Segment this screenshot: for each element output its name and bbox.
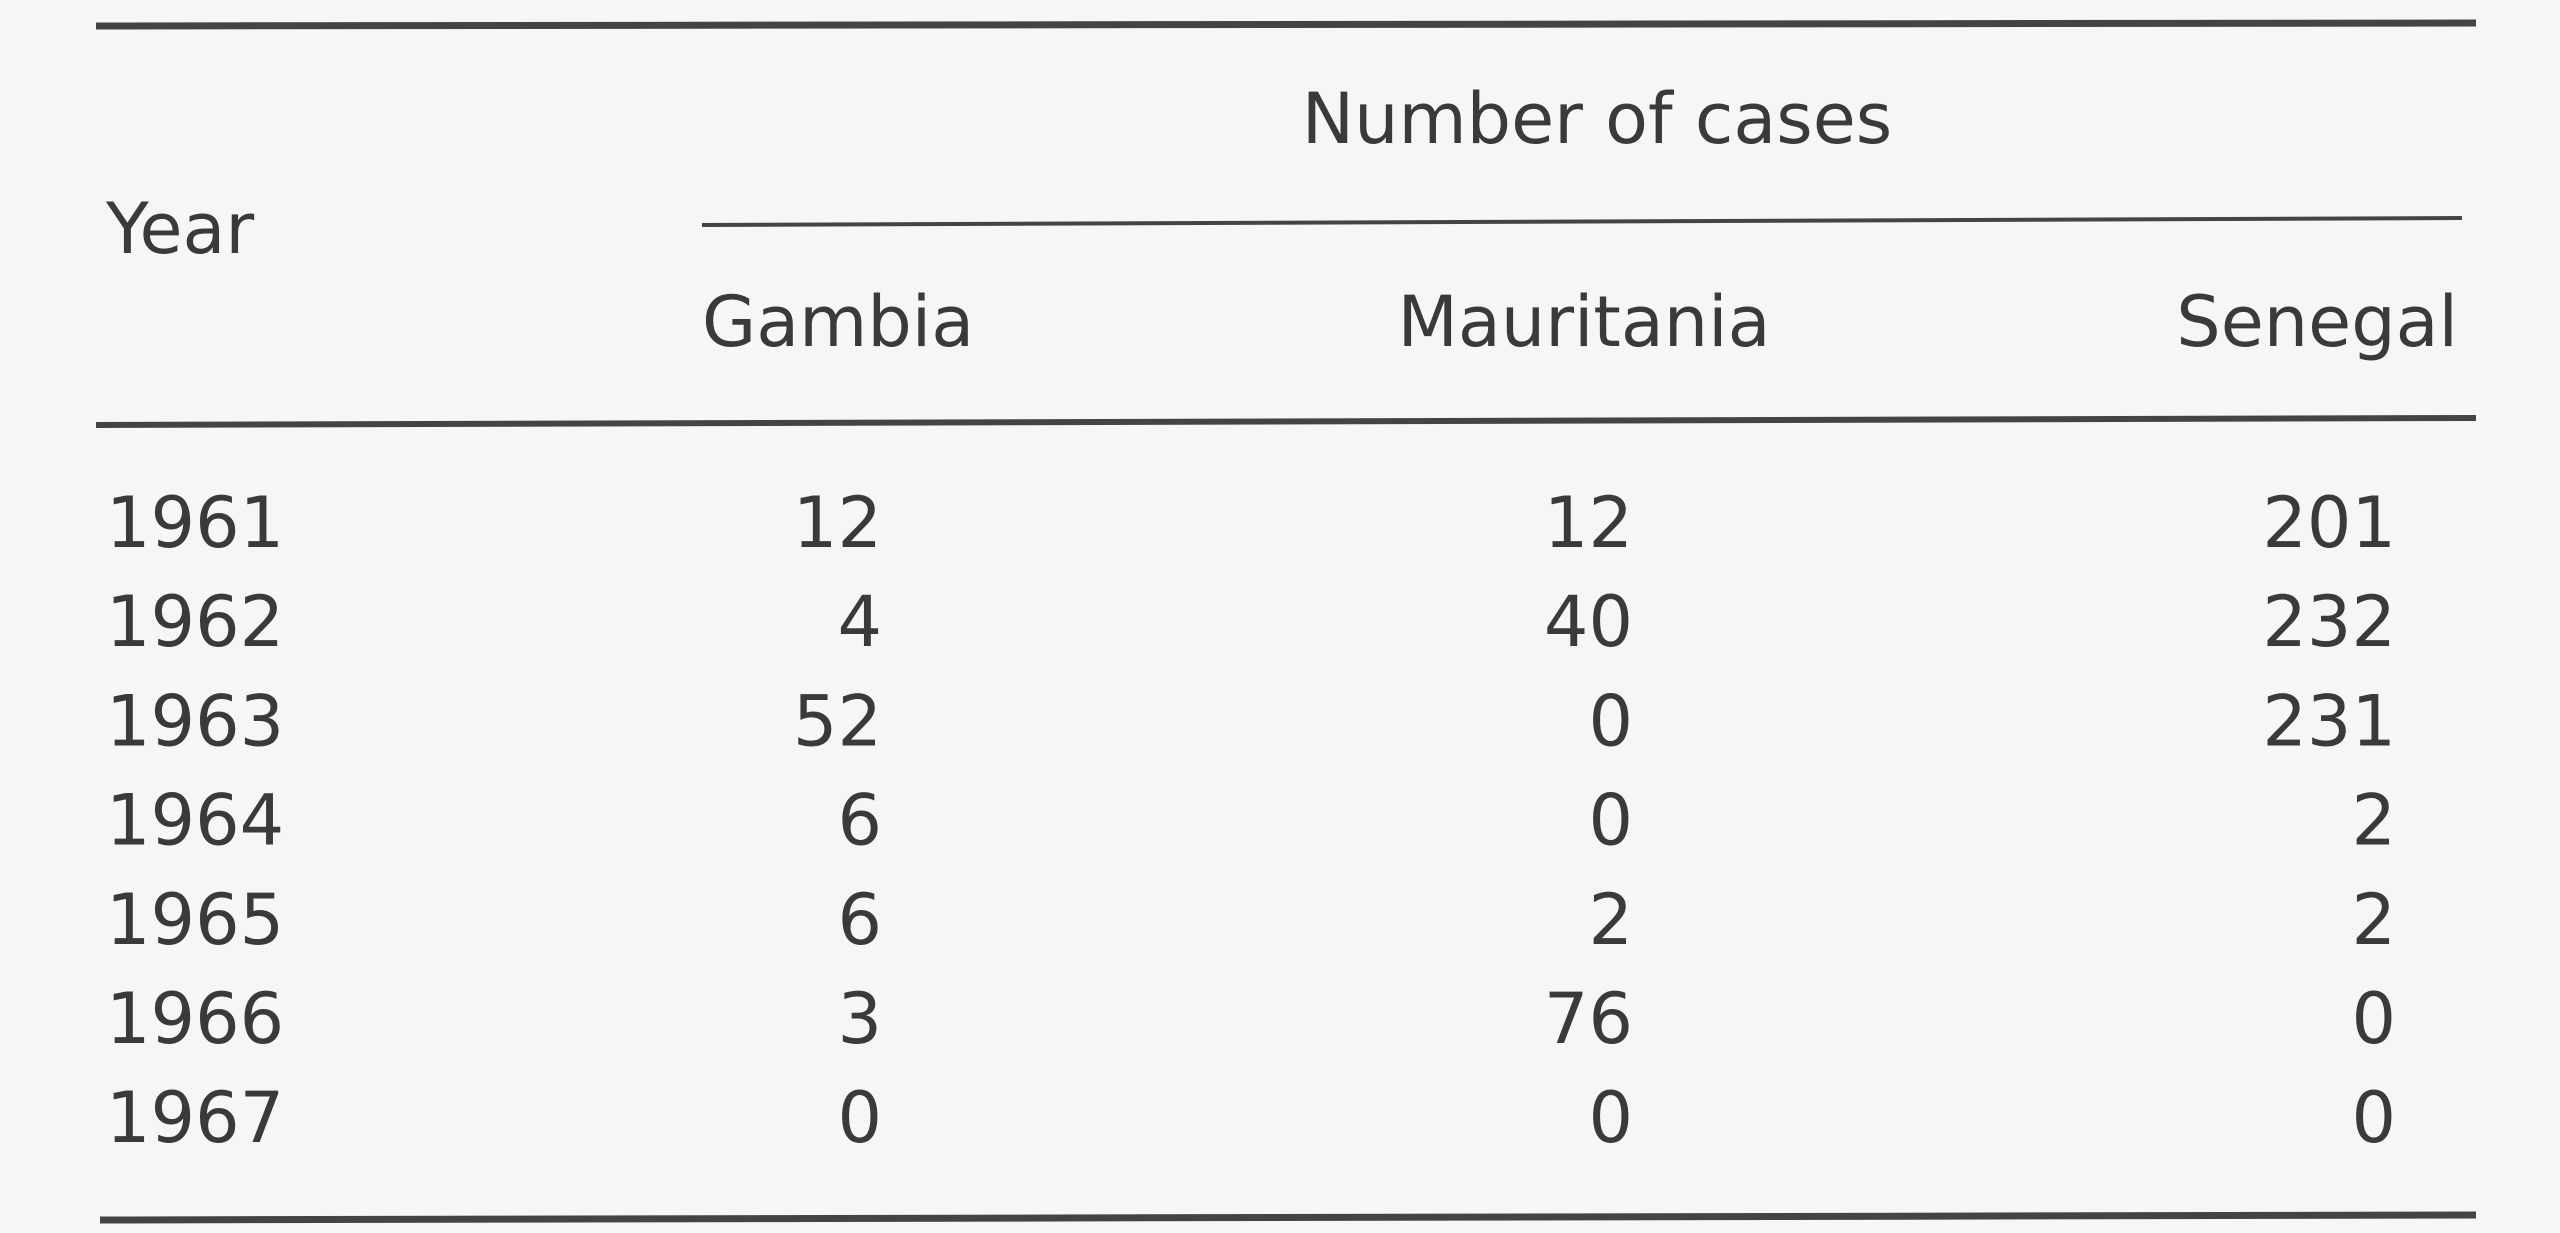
count-cell: 3 [837,978,882,1060]
count-cell: 2 [2351,879,2396,961]
group-header: Number of cases [1302,78,1893,160]
group-rule [701,216,2463,227]
count-cell: 232 [2262,581,2396,663]
count-cell: 12 [1544,482,1633,564]
top-rule [95,19,2477,30]
header-rule [95,415,2477,428]
year-cell: 1963 [106,680,284,762]
year-cell: 1966 [106,978,284,1060]
column-header: Gambia [702,281,974,363]
count-cell: 6 [837,780,882,862]
count-cell: 40 [1544,581,1633,663]
count-cell: 0 [837,1077,882,1159]
count-cell: 12 [793,482,882,564]
count-cell: 0 [2351,1077,2396,1159]
count-cell: 6 [837,879,882,961]
count-cell: 0 [1588,1077,1633,1159]
column-header: Mauritania [1398,281,1771,363]
year-cell: 1967 [106,1077,284,1159]
count-cell: 231 [2262,680,2396,762]
year-cell: 1961 [106,482,284,564]
year-header: Year [105,188,254,270]
count-cell: 76 [1544,978,1633,1060]
count-cell: 2 [1588,879,1633,961]
column-header: Senegal [2176,281,2458,363]
count-cell: 2 [2351,780,2396,862]
count-cell: 0 [1588,780,1633,862]
count-cell: 0 [1588,680,1633,762]
year-cell: 1965 [106,879,284,961]
count-cell: 0 [2351,978,2396,1060]
bottom-rule [99,1211,2477,1224]
count-cell: 4 [837,581,882,663]
year-cell: 1962 [106,581,284,663]
count-cell: 201 [2262,482,2396,564]
year-cell: 1964 [106,780,284,862]
count-cell: 52 [793,680,882,762]
